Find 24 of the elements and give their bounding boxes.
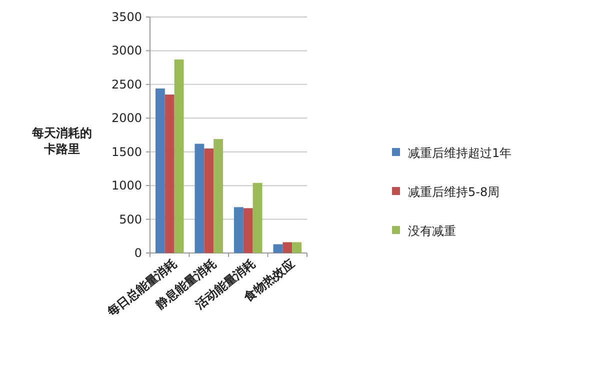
y-tick-label: 2500 [111, 77, 142, 92]
legend-label: 减重后维持超过1年 [408, 146, 512, 160]
y-tick-label: 0 [134, 246, 142, 260]
y-tick-label: 500 [119, 212, 142, 226]
bar [292, 242, 302, 253]
y-tick-label: 3500 [111, 10, 142, 24]
bar [204, 148, 214, 253]
bar [282, 242, 292, 253]
bar [214, 139, 224, 253]
y-tick-label: 1000 [111, 178, 142, 193]
y-tick-label: 3000 [111, 44, 142, 58]
y-tick-label: 2000 [111, 111, 142, 126]
y-axis-title: 每天消耗的卡路里 [31, 126, 92, 156]
bar [243, 208, 253, 253]
bar [273, 244, 283, 253]
bar [252, 182, 262, 253]
bar [174, 59, 184, 253]
bar [155, 88, 165, 253]
bar [194, 144, 204, 253]
y-tick-label: 1500 [111, 144, 142, 159]
bar [164, 94, 174, 253]
legend-label: 减重后维持5-8周 [408, 185, 500, 199]
legend-label: 没有减重 [408, 224, 456, 238]
bar [234, 207, 244, 253]
